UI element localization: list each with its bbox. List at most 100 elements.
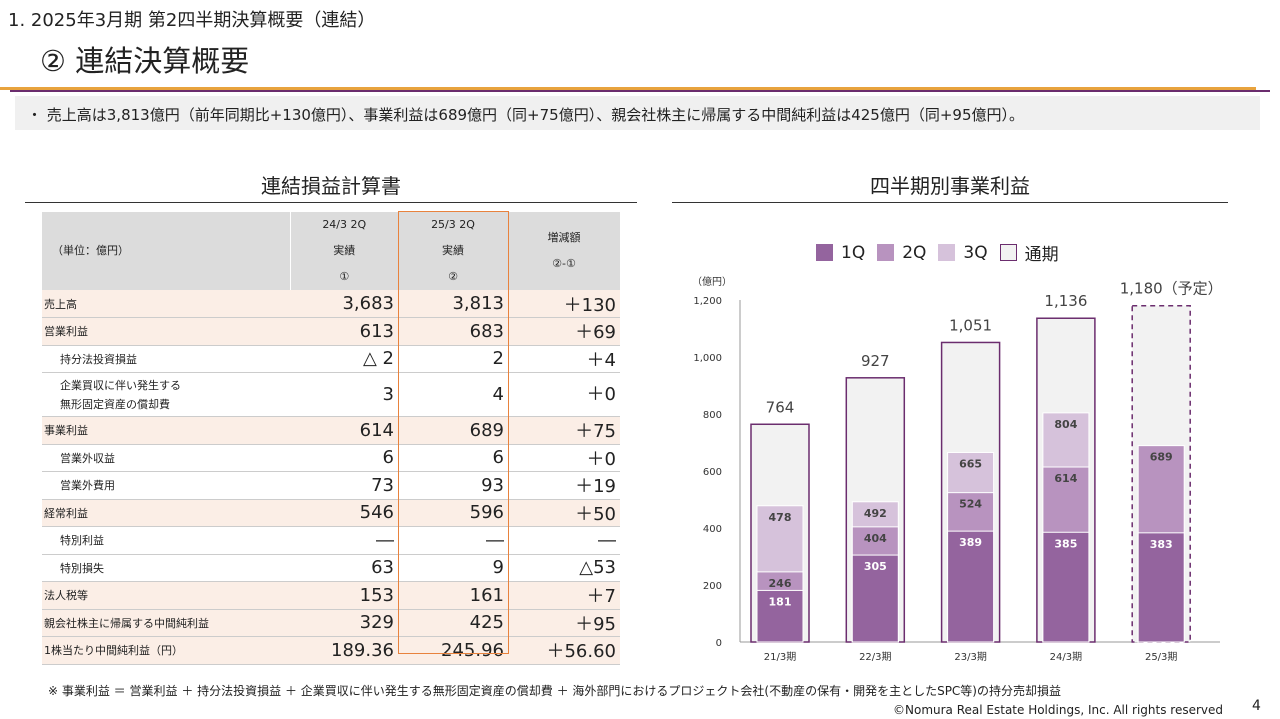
row-label: 特別利益 [42,526,290,555]
cell-value: 689 [398,416,508,445]
row-label: 営業外収益 [42,444,290,472]
cell-value: ＋0 [508,444,620,472]
legend-item: 通期 [999,240,1059,265]
data-label: 804 [1054,418,1077,431]
cell-value: ＋50 [508,499,620,527]
row-label: 企業買収に伴い発生する 無形固定資産の償却費 [42,372,290,417]
y-tick-label: 0 [716,638,722,649]
data-label: 689 [1150,451,1173,464]
cell-value: 329 [290,609,398,637]
bar-1q [1042,531,1090,643]
bar-chart: （億円） 0 200 400 600 800 1,000 1,200 478 246 181 764 2… [692,275,1223,663]
cell-value: 6 [290,444,398,472]
row-label: 1株当たり中間純利益（円） [42,636,290,665]
table-title: 連結損益計算書 [25,170,637,203]
legend-swatch [938,244,956,261]
cell-value: ＋7 [508,581,620,610]
legend-item: 1Q [816,243,865,263]
total-label: 927 [861,352,890,370]
cell-value: 153 [290,581,398,610]
y-tick-label: 800 [703,410,722,421]
row-label: 営業外費用 [42,471,290,500]
section-heading: 1. 2025年3月期 第2四半期決算概要（連結） [8,10,376,31]
table-row: 営業外費用 73 93 ＋19 [42,471,620,500]
total-label: 764 [766,398,795,416]
data-label: 492 [864,507,887,520]
bar-1q [851,554,899,643]
legend-item: 3Q [938,243,988,263]
total-label: 1,180（予定） [1120,280,1223,298]
summary-text: ・ 売上高は3,813億円（前年同期比+130億円）、事業利益は689億円（同+… [15,96,1260,130]
cell-value: △53 [508,554,620,582]
chart-legend: 1Q 2Q 3Q 通期 [816,240,1059,265]
legend-swatch [816,244,833,261]
cell-value: 6 [398,444,508,472]
bar-1q [756,589,804,643]
cell-value: 3,813 [398,290,508,318]
table-row: 企業買収に伴い発生する 無形固定資産の償却費 3 4 ＋0 [42,372,620,417]
data-label: 181 [769,595,792,608]
table-row: 親会社株主に帰属する中間純利益 329 425 ＋95 [42,609,620,637]
data-label: 478 [769,511,792,524]
legend-swatch [877,244,895,261]
cell-value: ＋19 [508,471,620,500]
x-tick-label: 23/3期 [954,651,986,663]
cell-value: ― [290,526,398,555]
column-header: 増減額 ②-① [508,212,620,290]
cell-value: 614 [290,416,398,445]
cell-value: ― [508,526,620,555]
y-axis-label: （億円） [692,275,732,288]
bar-1q [947,530,995,643]
total-label: 1,136 [1044,292,1087,310]
cell-value: 425 [398,609,508,637]
divider [0,87,1256,90]
cell-value: 63 [290,554,398,582]
table-row: 持分法投資損益 △ 2 2 ＋4 [42,345,620,373]
cell-value: 3 [290,372,398,417]
unit-label: （単位：億円） [42,212,291,290]
copyright: ©Nomura Real Estate Holdings, Inc. All r… [893,703,1223,717]
bar-1q [1137,532,1185,643]
table-row: 事業利益 614 689 ＋75 [42,416,620,445]
data-label: 389 [959,536,982,549]
total-label: 1,051 [949,316,992,334]
cell-value: 73 [290,471,398,500]
legend-item: 2Q [877,243,926,263]
data-label: 614 [1054,472,1077,485]
table-row: 売上高 3,683 3,813 ＋130 [42,290,620,318]
cell-value: 4 [398,372,508,417]
cell-value: ＋0 [508,372,620,417]
row-label: 特別損失 [42,554,290,582]
cell-value: 161 [398,581,508,610]
income-statement-table: （単位：億円） 24/3 2Q 実績 ① 25/3 2Q 実績 ② 増減額 ②-① 売上高… [42,212,620,665]
x-tick-label: 24/3期 [1050,651,1082,663]
chart-title: 四半期別事業利益 [672,170,1228,203]
column-header: 25/3 2Q 実績 ② [398,212,508,290]
table-row: 営業外収益 6 6 ＋0 [42,444,620,472]
data-label: 305 [864,560,887,573]
cell-value: 9 [398,554,508,582]
table-row: 経常利益 546 596 ＋50 [42,499,620,527]
y-tick-label: 1,000 [693,353,722,364]
cell-value: ＋69 [508,317,620,346]
data-label: 404 [864,532,887,545]
cell-value: 596 [398,499,508,527]
data-label: 665 [959,457,982,470]
row-label: 法人税等 [42,581,290,610]
table-row: 法人税等 153 161 ＋7 [42,581,620,610]
data-label: 246 [769,577,792,590]
column-header: 24/3 2Q 実績 ① [290,212,398,290]
x-tick-label: 25/3期 [1145,651,1177,663]
table-row: 特別損失 63 9 △53 [42,554,620,582]
x-tick-label: 22/3期 [859,651,891,663]
row-label: 持分法投資損益 [42,345,290,373]
cell-value: △ 2 [290,345,398,373]
y-tick-label: 600 [703,467,722,478]
table-row: 特別利益 ― ― ― [42,526,620,555]
y-tick-label: 200 [703,581,722,592]
row-label: 親会社株主に帰属する中間純利益 [42,609,290,637]
cell-value: 546 [290,499,398,527]
cell-value: 613 [290,317,398,346]
row-label: 営業利益 [42,317,290,346]
row-label: 事業利益 [42,416,290,445]
